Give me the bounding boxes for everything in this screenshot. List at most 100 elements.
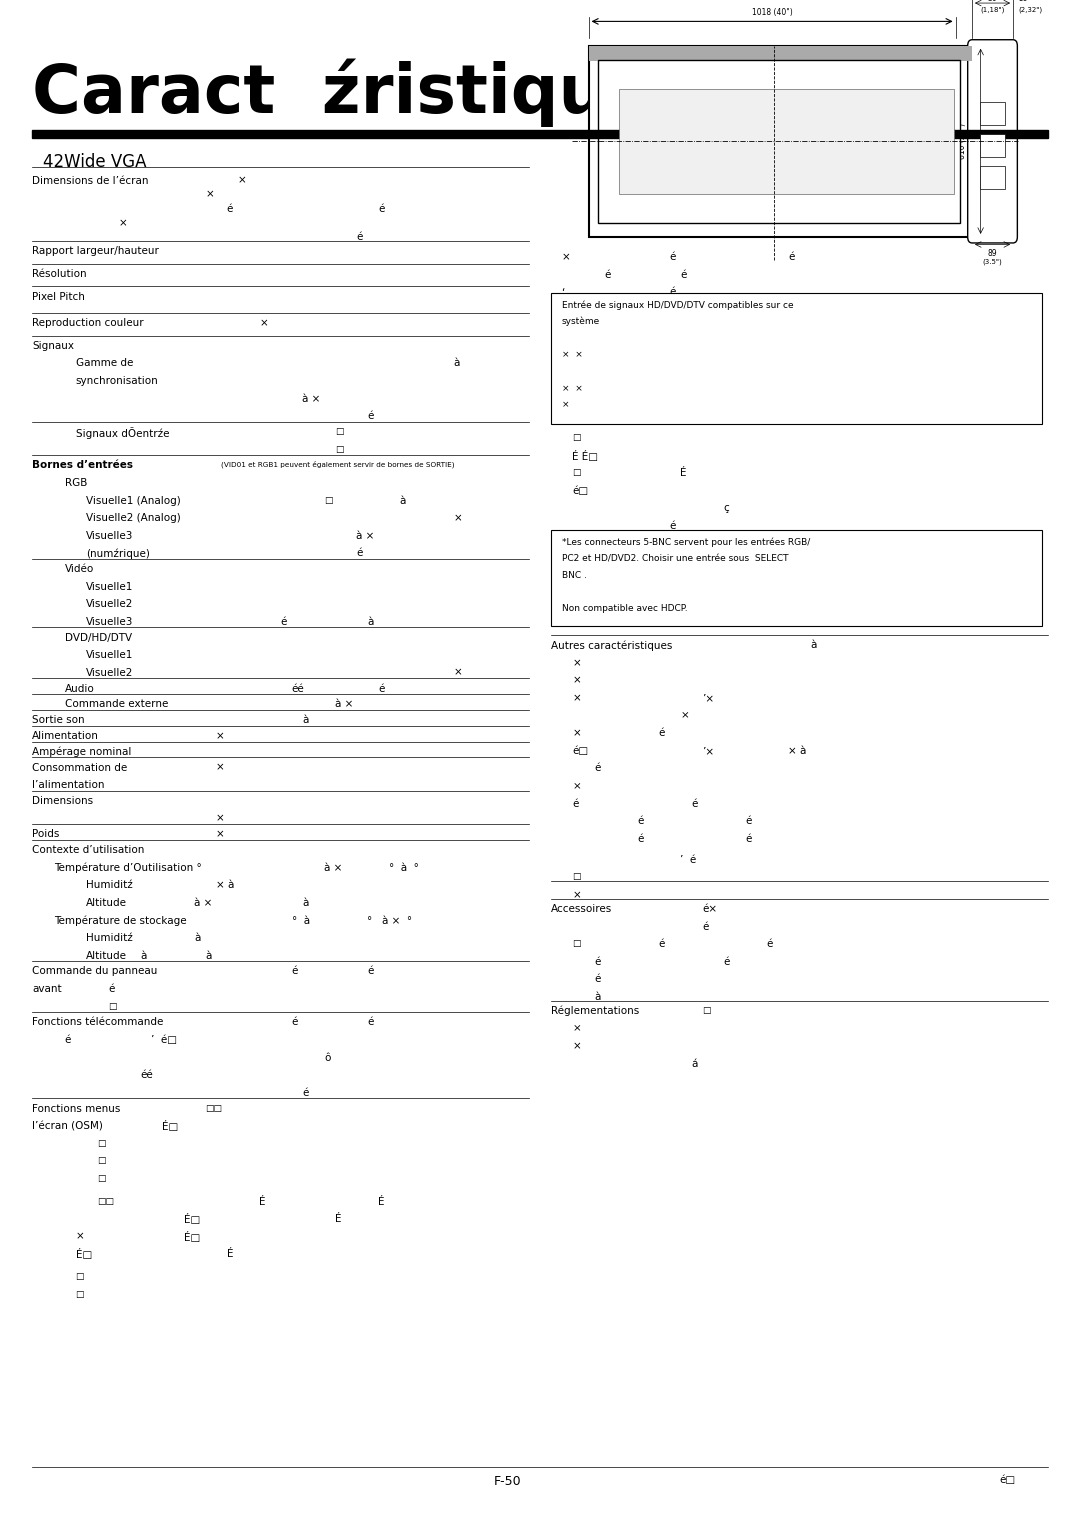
Text: Gamme de: Gamme de [76,359,133,368]
Text: Altitude: Altitude [86,898,127,908]
Text: × à: × à [216,880,234,891]
Text: É: É [227,1250,233,1259]
Text: é: é [594,957,600,967]
Text: é: é [281,617,287,626]
Text: Visuelle1: Visuelle1 [86,649,134,660]
Text: ×: × [454,513,462,523]
Text: é: é [745,816,752,827]
Text: (2,32"): (2,32") [1018,6,1042,12]
Text: ×: × [454,668,462,678]
Text: é: é [227,203,233,214]
Text: ×: × [216,762,225,773]
Text: □: □ [324,495,333,504]
Text: 610 (24"): 610 (24") [958,124,967,159]
Text: (1,18"): (1,18") [981,6,1004,12]
Text: é: é [65,1034,71,1045]
Text: à ×: à × [324,863,342,872]
Text: Signaux dÕentrźe: Signaux dÕentrźe [76,426,170,439]
Text: Non compatible avec HDCP.: Non compatible avec HDCP. [562,604,687,613]
Text: □: □ [108,1001,117,1010]
Text: ×  ×: × × [562,384,582,393]
Bar [619,89,955,194]
Text: Visuelle1: Visuelle1 [86,582,134,591]
Text: éé: éé [292,683,305,694]
Text: à: à [810,640,816,651]
Text: é: é [594,764,600,773]
Text: BNC .: BNC . [562,571,586,579]
Text: ×: × [216,813,225,824]
Text: DVD/HD/DTV: DVD/HD/DTV [65,633,132,643]
Text: Caract  źristiques: Caract źristiques [32,58,691,127]
Text: Poids: Poids [32,830,59,839]
Text: ×: × [216,730,225,741]
Text: l’écran (OSM): l’écran (OSM) [32,1122,104,1131]
Text: ’  é: ’ é [680,854,697,865]
Text: ⨯: ⨯ [572,1024,581,1033]
Text: ×: × [572,675,581,686]
Text: ×: × [216,830,225,839]
Text: □: □ [572,872,581,882]
Text: É: É [680,468,687,478]
Text: Ampérage nominal: Ampérage nominal [32,747,132,758]
Text: Visuelle3: Visuelle3 [86,617,134,626]
Text: é: é [788,252,795,263]
Text: □: □ [76,1290,84,1299]
Text: Visuelle2: Visuelle2 [86,599,134,610]
Text: Visuelle1 (Analog): Visuelle1 (Analog) [86,495,181,506]
Text: é: é [108,984,114,995]
Text: é: é [572,799,579,808]
Text: é: é [637,816,644,827]
Text: ×: × [562,400,569,410]
Text: (VID01 et RGB1 peuvent également servir de bornes de SORTIE): (VID01 et RGB1 peuvent également servir … [221,460,455,468]
Bar [551,292,1042,425]
Text: Vidéo: Vidéo [65,564,94,575]
Text: é: é [745,834,752,843]
Text: Résolution: Résolution [32,269,87,278]
Bar [32,130,1048,138]
Text: l’alimentation: l’alimentation [32,781,105,790]
Text: □: □ [97,1138,106,1148]
Text: □□: □□ [97,1196,114,1206]
Text: *Les connecteurs 5-BNC servent pour les entrées RGB/: *Les connecteurs 5-BNC servent pour les … [562,538,810,547]
Text: °  à  °: ° à ° [389,863,419,872]
Text: é: é [367,1018,374,1027]
Text: é: é [637,834,644,843]
Text: □: □ [76,1273,84,1280]
Text: Audio: Audio [65,683,95,694]
Bar [981,167,1004,189]
Text: é: é [659,729,665,738]
Text: ×: × [572,694,581,703]
Text: É□: É□ [162,1122,178,1132]
Text: Humiditź: Humiditź [86,934,133,943]
Text: Pixel Pitch: Pixel Pitch [32,292,85,301]
Text: é: é [367,966,374,976]
Text: Visuelle2 (Analog): Visuelle2 (Analog) [86,513,181,523]
Text: à: à [400,495,406,506]
Text: à: à [140,950,147,961]
Text: Visuelle2: Visuelle2 [86,668,134,678]
Text: É: É [378,1196,384,1207]
Text: é: é [702,921,708,932]
Text: É: É [335,1215,341,1224]
Text: Signaux: Signaux [32,341,75,351]
Text: ×: × [205,189,214,200]
Text: é: é [724,957,730,967]
Text: ×: × [572,659,581,668]
Text: é: é [292,966,298,976]
Text: é: é [356,549,363,558]
Text: ×: × [76,1232,84,1242]
Text: Température d’Outilisation °: Température d’Outilisation ° [54,863,202,874]
Text: □: □ [702,1005,711,1015]
Text: á: á [691,1059,698,1068]
Text: □: □ [97,1174,106,1183]
Text: ‘: ‘ [562,287,565,298]
Text: É: É [259,1196,266,1207]
Text: é: é [302,1088,309,1097]
Text: RGB: RGB [65,478,87,487]
Text: é×: é× [702,905,717,914]
Text: □□: □□ [205,1103,222,1112]
Text: à: à [302,715,309,726]
Text: à ×: à × [356,530,375,541]
Text: Bornes d’entrées: Bornes d’entrées [32,460,134,471]
Text: ×  ×: × × [562,350,582,359]
